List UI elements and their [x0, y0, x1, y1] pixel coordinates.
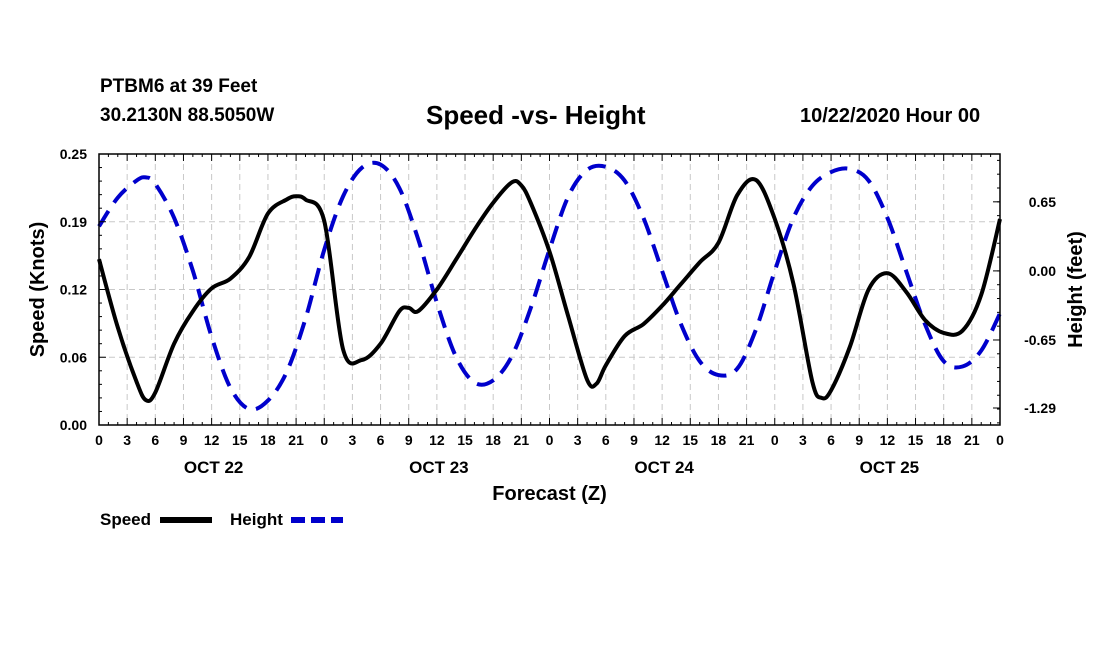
speed-series-line [97, 177, 1002, 403]
right-y-axis-title: Height (feet) [1065, 231, 1087, 348]
x-tick-label: 12 [654, 432, 670, 448]
day-label: OCT 22 [184, 458, 244, 477]
right-y-tick-label: 0.65 [1029, 194, 1056, 210]
x-tick-label: 15 [908, 432, 924, 448]
right-y-axis: 0.65 0.00 -0.65 -1.29 [993, 159, 1056, 424]
x-tick-label: 3 [349, 432, 357, 448]
x-tick-label: 18 [936, 432, 952, 448]
x-tick-label: 12 [880, 432, 896, 448]
left-y-tick-label: 0.12 [60, 282, 87, 298]
station-name: PTBM6 at 39 Feet [100, 76, 258, 97]
legend-label-height: Height [230, 510, 283, 529]
x-tick-label: 21 [288, 432, 304, 448]
x-tick-label: 6 [151, 432, 159, 448]
x-tick-label: 9 [630, 432, 638, 448]
x-tick-label: 9 [405, 432, 413, 448]
left-y-tick-label: 0.06 [60, 349, 87, 365]
chart-series [97, 160, 1002, 412]
x-tick-label: 0 [996, 432, 1004, 448]
left-y-tick-label: 0.19 [60, 214, 87, 230]
x-tick-label: 0 [771, 432, 779, 448]
x-tick-label: 0 [95, 432, 103, 448]
x-tick-label: 18 [485, 432, 501, 448]
left-y-axis: 0.00 0.06 0.12 0.19 0.25 [60, 146, 106, 433]
x-tick-label: 3 [123, 432, 131, 448]
x-tick-label: 21 [514, 432, 530, 448]
station-coordinates: 30.2130N 88.5050W [100, 105, 275, 126]
day-label: OCT 23 [409, 458, 469, 477]
x-tick-label: 6 [827, 432, 835, 448]
x-tick-label: 9 [180, 432, 188, 448]
forecast-date: 10/22/2020 Hour 00 [800, 105, 981, 127]
height-series-line [97, 160, 1002, 412]
day-label: OCT 25 [860, 458, 920, 477]
right-y-tick-label: -0.65 [1024, 332, 1056, 348]
chart-legend: Speed Height [100, 510, 343, 529]
x-tick-label: 18 [260, 432, 276, 448]
x-tick-label: 3 [574, 432, 582, 448]
legend-label-speed: Speed [100, 510, 151, 529]
x-axis-title: Forecast (Z) [492, 483, 606, 505]
x-tick-label: 0 [320, 432, 328, 448]
x-tick-label: 3 [799, 432, 807, 448]
left-y-tick-label: 0.25 [60, 146, 87, 162]
x-tick-label: 6 [602, 432, 610, 448]
left-y-axis-title: Speed (Knots) [27, 222, 49, 358]
x-tick-label: 21 [739, 432, 755, 448]
x-tick-label: 12 [429, 432, 445, 448]
x-tick-label: 15 [457, 432, 473, 448]
right-y-tick-label: -1.29 [1024, 400, 1056, 416]
x-tick-label: 12 [204, 432, 220, 448]
x-tick-label: 15 [232, 432, 248, 448]
x-tick-label: 21 [964, 432, 980, 448]
x-axis: 0 3 6 9 12 15 18 21 0 3 6 9 12 15 18 21 0 3 6 9 12 15 18 21 0 3 6 9… [95, 154, 1004, 477]
x-tick-label: 18 [711, 432, 727, 448]
left-y-tick-label: 0.00 [60, 417, 87, 433]
day-label: OCT 24 [634, 458, 694, 477]
chart-title: Speed -vs- Height [426, 100, 646, 130]
x-tick-label: 0 [546, 432, 554, 448]
right-y-tick-label: 0.00 [1029, 263, 1056, 279]
x-tick-label: 15 [682, 432, 698, 448]
x-tick-label: 6 [377, 432, 385, 448]
chart-grid [99, 154, 1000, 425]
x-tick-label: 9 [855, 432, 863, 448]
